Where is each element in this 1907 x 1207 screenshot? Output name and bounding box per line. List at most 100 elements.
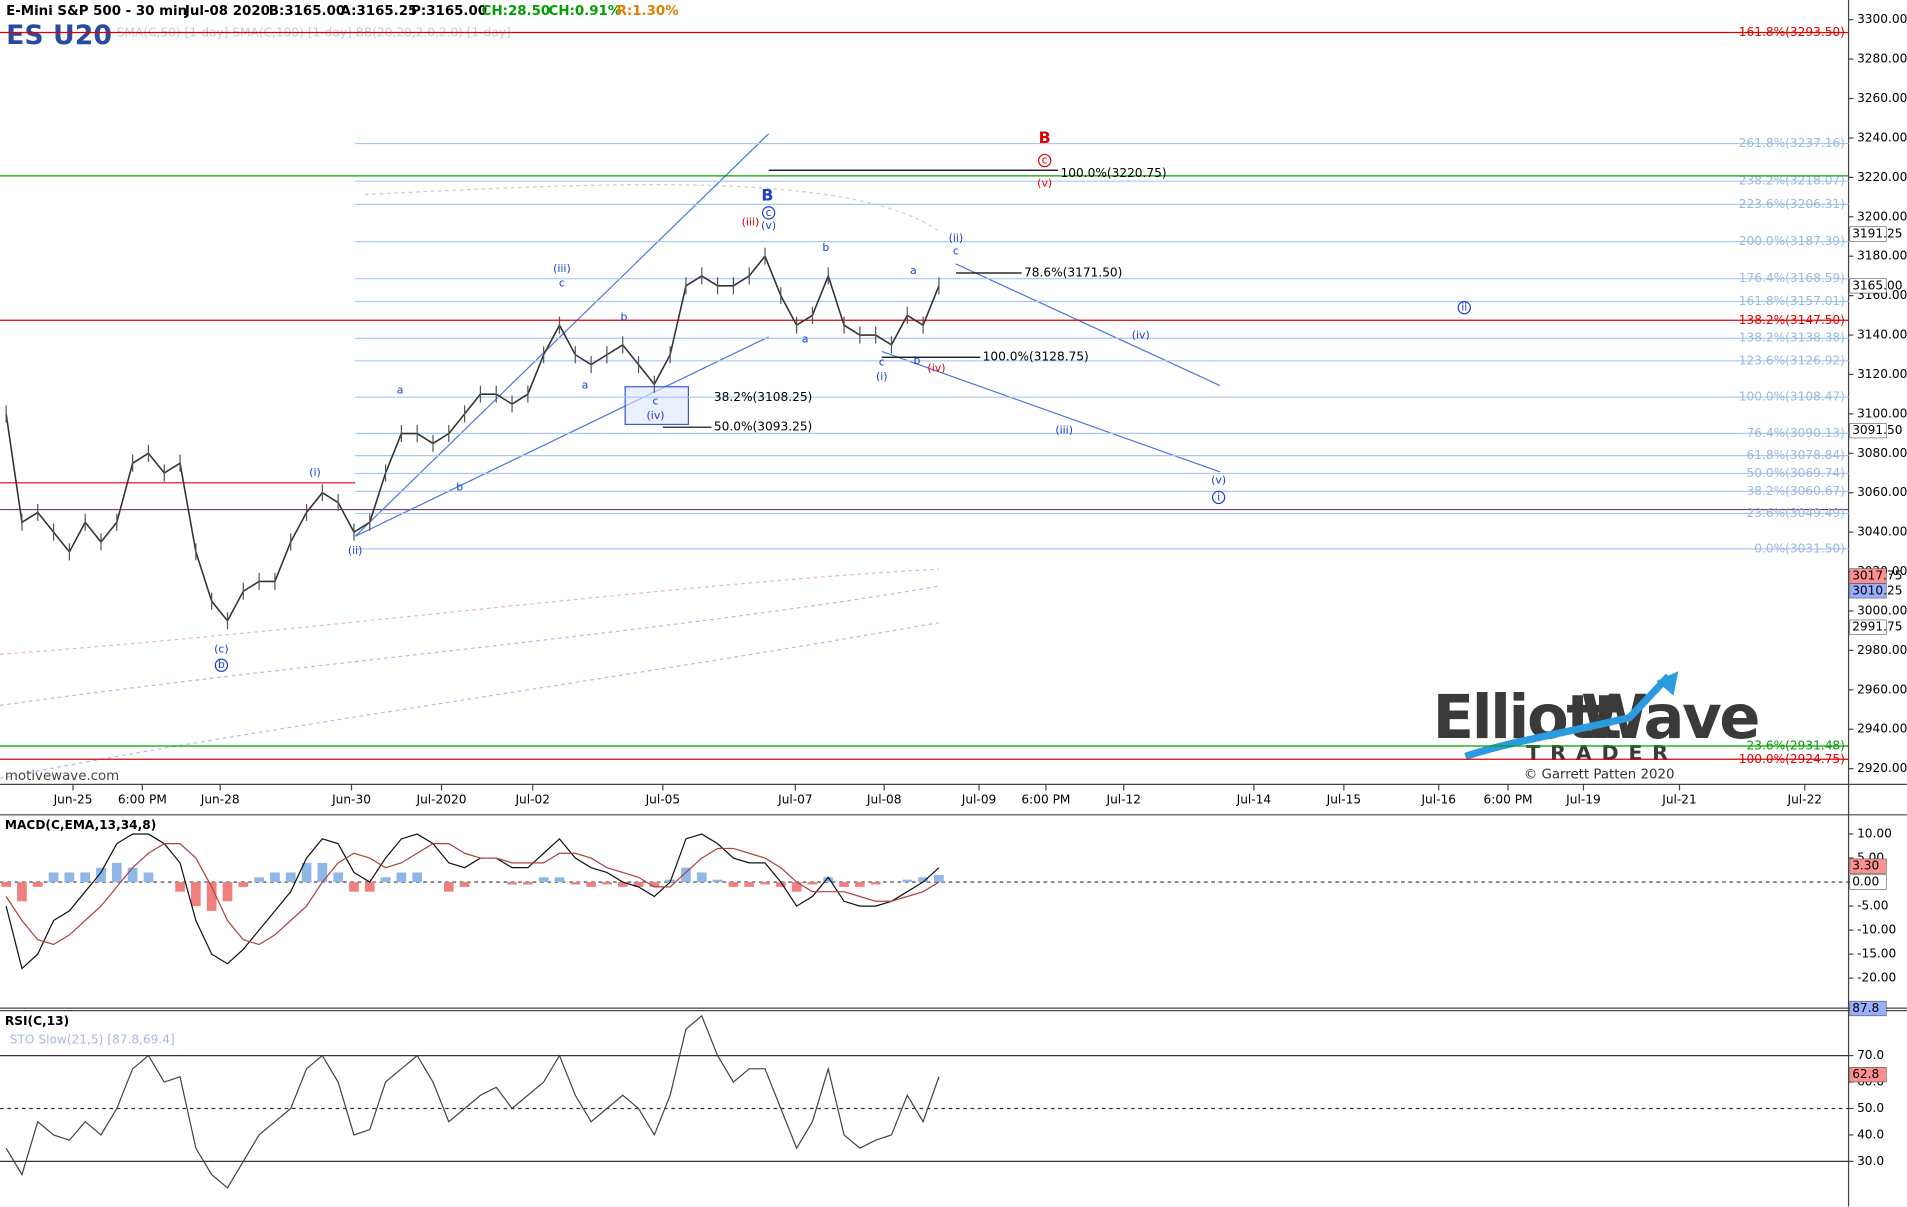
y-tick-label: -20.00	[1857, 971, 1896, 985]
histogram-bar	[459, 882, 470, 887]
x-tick-label: Jul-2020	[416, 793, 467, 807]
wave-label: b	[456, 481, 463, 494]
fib-level-label: 61.8%(3078.84)	[1747, 448, 1845, 462]
header-item: B:3165.00	[269, 4, 345, 19]
wave-label: (c)	[214, 642, 229, 655]
symbol: ES U20	[6, 20, 112, 51]
wave-label: (v)	[1037, 177, 1052, 190]
rsi-badge	[1849, 1000, 1887, 1017]
trend-line	[354, 336, 769, 537]
x-tick-label: Jul-08	[866, 793, 902, 807]
y-tick-label: 3200.00	[1857, 209, 1907, 223]
y-tick-label: 3140.00	[1857, 328, 1907, 342]
wave-label: i	[1217, 490, 1220, 503]
wave-label: B	[1039, 128, 1051, 147]
histogram-bar	[728, 882, 739, 887]
wave-label: a	[910, 264, 917, 277]
fib-level-label: 123.6%(3126.92)	[1739, 353, 1845, 367]
histogram-bar	[681, 867, 691, 883]
price-badge	[1849, 423, 1887, 439]
fib-level-label: 238.2%(3218.07)	[1739, 174, 1845, 188]
target-box	[624, 386, 689, 426]
y-tick-label: -10.00	[1857, 923, 1896, 937]
wave-label: (iv)	[1132, 329, 1150, 342]
fib-level-label: 23.6%(3049.49)	[1747, 506, 1845, 520]
wave-label: B	[761, 185, 773, 204]
rsi-badge	[1849, 1067, 1887, 1083]
histogram-bar	[696, 872, 707, 883]
price-badge	[1849, 583, 1887, 599]
key-level-label: 138.2%(3147.50)	[1739, 313, 1845, 327]
y-tick-label: 3000.00	[1857, 603, 1907, 617]
header-item: CH:0.91%	[549, 4, 622, 19]
macd-badge-label: 3.30	[1852, 859, 1879, 873]
histogram-bar	[443, 882, 454, 892]
histogram-bar	[111, 862, 122, 883]
header-item: P:3165.00	[411, 4, 487, 19]
price-badge	[1849, 226, 1887, 242]
y-tick-label: 2980.00	[1857, 643, 1907, 657]
x-tick-label: Jul-09	[961, 793, 997, 807]
fib-level-label: 76.4%(3090.13)	[1747, 426, 1845, 440]
projection-label: 38.2%(3108.25)	[714, 390, 812, 404]
histogram-bar	[870, 882, 881, 885]
histogram-bar	[918, 877, 928, 883]
wave-circle	[1211, 490, 1226, 505]
y-tick-label: 2920.00	[1857, 761, 1907, 775]
wave-label: (v)	[761, 219, 776, 232]
histogram-bar	[80, 872, 91, 883]
rsi-badge-label: 87.8	[1852, 1001, 1879, 1015]
histogram-bar	[143, 872, 154, 883]
wave-label: (iii)	[742, 216, 760, 229]
x-tick-label: Jul-19	[1565, 793, 1601, 807]
y-tick-label: 3040.00	[1857, 525, 1907, 539]
histogram-bar	[349, 882, 359, 892]
histogram-bar	[807, 882, 818, 885]
histogram-bar	[190, 882, 201, 907]
projection-label: 100.0%(3128.75)	[983, 350, 1089, 364]
band-line	[364, 184, 940, 232]
x-tick-label: 6:00 PM	[1021, 793, 1070, 807]
histogram-bar	[633, 882, 644, 887]
histogram-bar	[17, 882, 27, 902]
histogram-bar	[270, 872, 280, 883]
wave-label: b	[914, 354, 921, 367]
histogram-bar	[412, 872, 423, 883]
x-tick-label: Jul-16	[1420, 793, 1456, 807]
fib-level-label: 161.8%(3157.01)	[1739, 294, 1845, 308]
wave-label: (iii)	[553, 262, 571, 275]
header-item: CH:28.50	[482, 4, 551, 19]
histogram-bar	[301, 862, 312, 883]
logo-arrow-head	[1656, 671, 1679, 696]
y-tick-label: 10.00	[1857, 827, 1892, 841]
y-tick-label: 3120.00	[1857, 367, 1907, 381]
histogram-bar	[206, 882, 217, 911]
header-item: Jul-08 2020	[184, 4, 270, 19]
y-tick-label: 3280.00	[1857, 52, 1907, 66]
y-tick-label: -5.00	[1857, 899, 1888, 913]
x-tick-label: Jul-22	[1787, 793, 1823, 807]
histogram-bar	[823, 877, 834, 883]
wave-label: c	[953, 245, 959, 258]
logo-subword: TRADER	[1526, 741, 1678, 765]
macd-badge	[1849, 858, 1887, 874]
y-tick-label: 3240.00	[1857, 130, 1907, 144]
wave-label: a	[582, 379, 589, 392]
wave-label: (iii)	[1055, 424, 1073, 437]
wave-label: c	[879, 355, 885, 368]
x-tick-label: Jul-14	[1236, 793, 1272, 807]
wave-label: (i)	[876, 370, 888, 383]
histogram-bar	[617, 882, 628, 887]
wave-label: c	[766, 206, 772, 219]
wave-label: a	[802, 332, 809, 345]
copyright: © Garrett Patten 2020	[1524, 768, 1675, 783]
rsi-line	[5, 1014, 940, 1189]
projection-label: 50.0%(3093.25)	[714, 420, 812, 434]
histogram-bar	[238, 882, 249, 887]
histogram-bar	[285, 872, 296, 883]
histogram-bar	[1, 882, 12, 887]
band-line	[0, 568, 939, 655]
histogram-bar	[364, 882, 375, 892]
panel-title: RSI(C,13)	[5, 1014, 69, 1028]
